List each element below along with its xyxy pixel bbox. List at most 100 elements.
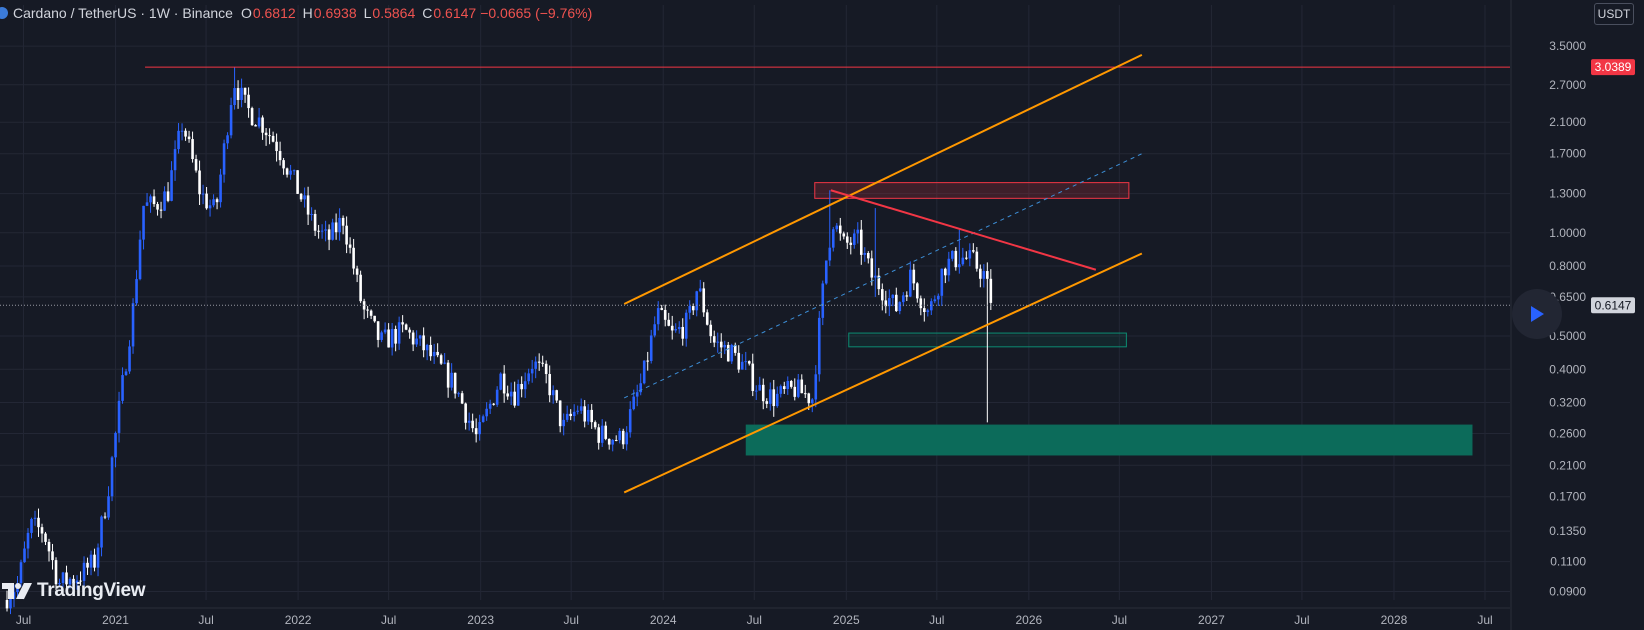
candle-body bbox=[47, 541, 51, 552]
candle-body bbox=[177, 130, 180, 150]
close-value: 0.6147 bbox=[433, 5, 477, 21]
candle-body bbox=[660, 308, 664, 310]
candle-body bbox=[124, 371, 128, 376]
candle-body bbox=[362, 301, 366, 310]
candle-body bbox=[944, 268, 947, 276]
candle-body bbox=[751, 363, 755, 392]
candle-body bbox=[261, 117, 264, 133]
candle-body bbox=[471, 420, 474, 429]
candle-body bbox=[541, 362, 544, 364]
currency-button[interactable]: USDT bbox=[1594, 3, 1634, 25]
play-button[interactable] bbox=[1512, 289, 1562, 339]
candle-body bbox=[926, 310, 930, 313]
candle-body bbox=[877, 275, 881, 290]
candle-body bbox=[761, 384, 765, 402]
candle-body bbox=[226, 135, 229, 144]
candle-body bbox=[639, 383, 643, 393]
candle-body bbox=[453, 372, 457, 394]
candle-body bbox=[145, 202, 149, 206]
symbol-title[interactable]: Cardano / TetherUS · 1W · Binance bbox=[13, 5, 233, 21]
chart-zones bbox=[745, 182, 1473, 456]
candle-body bbox=[632, 396, 636, 410]
chart-grid bbox=[0, 0, 1512, 630]
x-tick-label: Jul bbox=[198, 613, 213, 627]
candle-body bbox=[436, 351, 439, 356]
candle-body bbox=[348, 244, 352, 248]
candle-body bbox=[86, 562, 89, 568]
candle-body bbox=[201, 193, 205, 195]
y-tick-label: 3.5000 bbox=[1549, 39, 1586, 53]
candle-body bbox=[44, 533, 47, 542]
candle-body bbox=[313, 213, 317, 231]
candle-body bbox=[292, 170, 296, 172]
tradingview-logo[interactable]: TradingView bbox=[2, 580, 146, 602]
candle-body bbox=[240, 87, 243, 100]
candle-body bbox=[968, 250, 972, 259]
candle-body bbox=[737, 352, 741, 370]
x-tick-label: 2024 bbox=[650, 613, 677, 627]
x-tick-label: 2025 bbox=[833, 613, 860, 627]
last-price-tag-bg bbox=[1591, 297, 1635, 314]
candle-body bbox=[303, 195, 306, 200]
candle-body bbox=[415, 338, 418, 345]
y-tick-label: 0.5000 bbox=[1549, 329, 1586, 343]
candle-body bbox=[824, 260, 828, 284]
candle-body bbox=[979, 268, 982, 279]
candle-body bbox=[754, 390, 758, 392]
candle-body bbox=[618, 430, 622, 441]
candle-body bbox=[947, 258, 951, 276]
candle-body bbox=[975, 251, 979, 269]
candle-body bbox=[380, 332, 383, 340]
x-tick-label: 2023 bbox=[467, 613, 494, 627]
candle-body bbox=[880, 289, 884, 301]
candle-body bbox=[492, 403, 495, 405]
candle-body bbox=[257, 117, 261, 127]
candle-body bbox=[439, 355, 443, 364]
candle-body bbox=[716, 341, 720, 343]
candle-body bbox=[268, 135, 271, 137]
candle-body bbox=[607, 438, 611, 445]
candle-body bbox=[513, 391, 516, 406]
channel-lower-line bbox=[623, 252, 1143, 494]
candle-body bbox=[485, 408, 488, 417]
candle-body bbox=[30, 518, 33, 533]
candle-body bbox=[481, 416, 485, 423]
candle-body bbox=[723, 344, 727, 348]
candle-body bbox=[149, 196, 152, 203]
chart-drawings bbox=[0, 53, 1510, 494]
candle-body bbox=[530, 368, 534, 374]
candle-body bbox=[464, 403, 467, 423]
candle-body bbox=[653, 324, 657, 336]
candle-body bbox=[418, 335, 422, 339]
candle-body bbox=[96, 547, 100, 568]
x-tick-label: Jul bbox=[1112, 613, 1127, 627]
candle-body bbox=[159, 209, 163, 211]
candle-body bbox=[705, 312, 709, 325]
candle-body bbox=[719, 341, 723, 348]
candle-body bbox=[467, 420, 471, 423]
candle-body bbox=[663, 309, 667, 320]
candle-body bbox=[828, 247, 832, 261]
candle-body bbox=[534, 361, 537, 369]
candle-body bbox=[951, 250, 954, 259]
candle-body bbox=[537, 361, 541, 363]
candle-body bbox=[184, 130, 187, 137]
candle-body bbox=[352, 247, 355, 269]
candle-body bbox=[401, 322, 404, 325]
candle-body bbox=[965, 257, 968, 259]
candle-body bbox=[233, 88, 236, 106]
candle-body bbox=[110, 457, 114, 497]
candle-body bbox=[604, 425, 608, 439]
candle-body bbox=[555, 390, 558, 401]
candle-body bbox=[817, 317, 821, 375]
candle-body bbox=[383, 329, 387, 333]
candle-body bbox=[138, 239, 142, 280]
candle-body bbox=[103, 516, 107, 518]
time-axis[interactable]: Jul 2021 Jul 2022 Jul 2023 Jul 2024 Jul 2025 Jul 20… bbox=[16, 613, 1493, 627]
candle-body bbox=[702, 288, 706, 313]
price-axis[interactable]: 3.5000 2.7000 2.1000 1.7000 1.3000 1.0000 0.80… bbox=[1549, 39, 1635, 598]
candle-body bbox=[26, 532, 30, 549]
candle-body bbox=[450, 372, 453, 388]
supply-zone bbox=[814, 182, 1130, 199]
